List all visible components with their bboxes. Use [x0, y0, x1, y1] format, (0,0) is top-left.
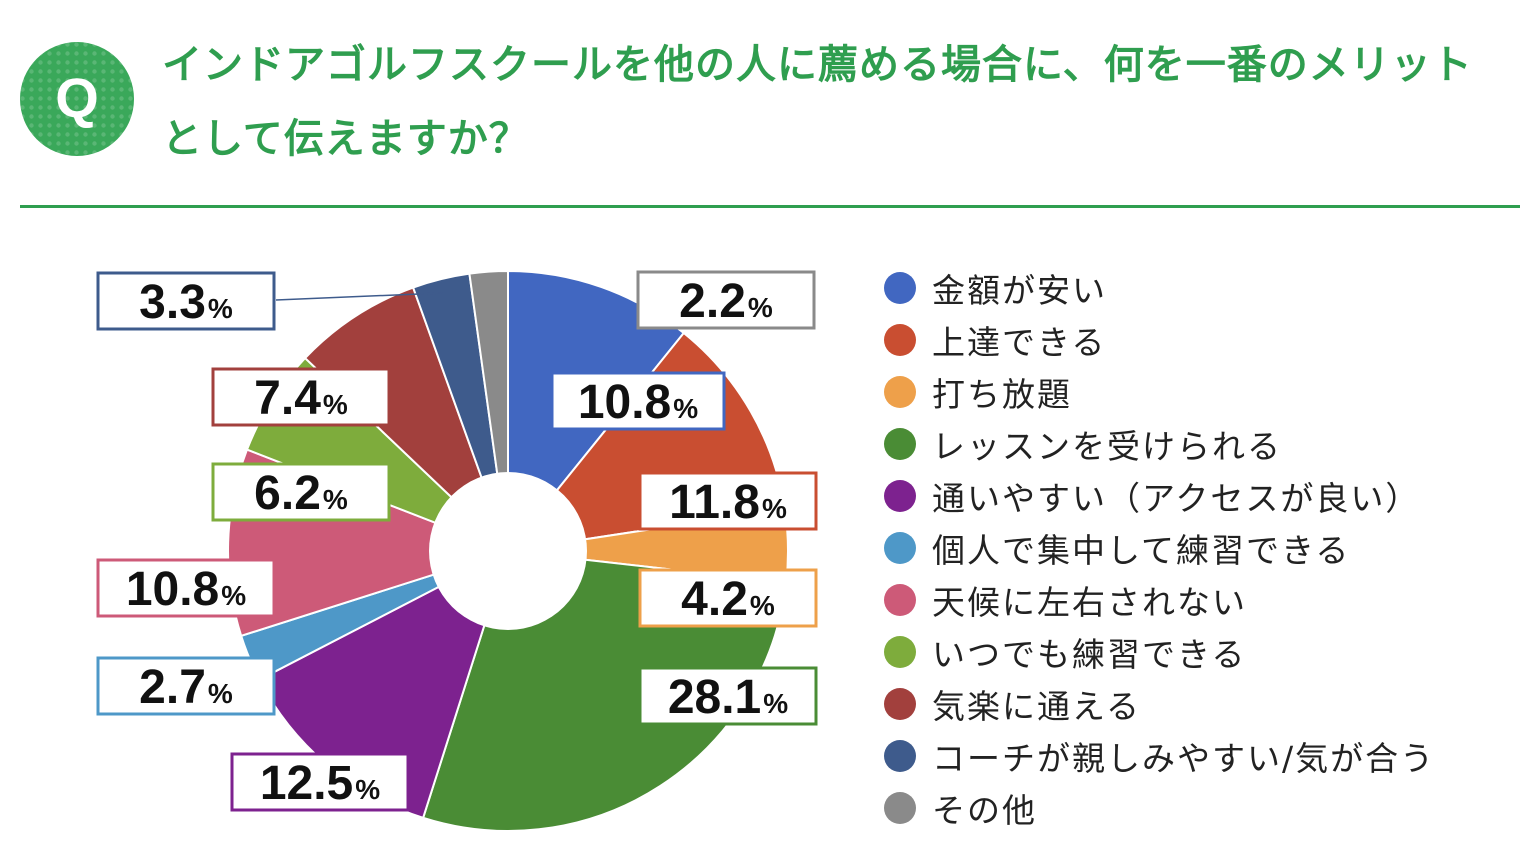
data-label-box-9 — [211, 367, 391, 427]
question-title: インドアゴルフスクールを他の人に薦める場合に、何を一番のメリット として伝えます… — [162, 28, 1522, 176]
legend-swatch-10 — [884, 740, 916, 772]
legend-item-8: いつでも練習できる — [884, 626, 1435, 678]
data-label-box-1 — [550, 371, 726, 431]
legend-item-1: 金額が安い — [884, 262, 1435, 314]
data-label-box-7 — [96, 558, 276, 618]
data-label-11: 2.2% — [679, 275, 773, 328]
legend-label-11: その他 — [932, 791, 1037, 830]
data-label-box-5 — [230, 752, 410, 812]
data-label-7: 10.8% — [126, 563, 246, 616]
legend-item-3: 打ち放題 — [884, 366, 1435, 418]
data-label-box-8 — [211, 462, 391, 522]
legend-label-3: 打ち放題 — [932, 375, 1072, 414]
data-label-box-3 — [638, 568, 818, 628]
data-label-1: 10.8% — [578, 376, 698, 429]
data-label-box-4 — [638, 666, 818, 726]
question-title-line-1: インドアゴルフスクールを他の人に薦める場合に、何を一番のメリット — [162, 42, 1473, 88]
legend-label-9: 気楽に通える — [932, 687, 1142, 726]
legend-item-11: その他 — [884, 782, 1435, 834]
legend-label-4: レッスンを受けられる — [932, 427, 1282, 466]
data-label-3: 4.2% — [681, 573, 775, 626]
legend-swatch-11 — [884, 792, 916, 824]
data-label-box-10 — [96, 271, 276, 331]
legend-label-2: 上達できる — [932, 323, 1107, 362]
legend-swatch-9 — [884, 688, 916, 720]
data-label-10: 3.3% — [139, 276, 233, 329]
legend-swatch-1 — [884, 272, 916, 304]
legend-item-10: コーチが親しみやすい/気が合う — [884, 730, 1435, 782]
data-label-8: 6.2% — [254, 467, 348, 520]
legend-swatch-4 — [884, 428, 916, 460]
legend-item-2: 上達できる — [884, 314, 1435, 366]
data-label-9: 7.4% — [254, 372, 348, 425]
legend-label-8: いつでも練習できる — [932, 635, 1247, 674]
legend-swatch-2 — [884, 324, 916, 356]
question-badge-letter: Q — [55, 66, 99, 129]
legend-swatch-7 — [884, 584, 916, 616]
legend-item-4: レッスンを受けられる — [884, 418, 1435, 470]
data-label-4: 28.1% — [668, 671, 788, 724]
leader-line-coach — [275, 292, 443, 301]
legend-swatch-5 — [884, 480, 916, 512]
data-label-5: 12.5% — [260, 757, 380, 810]
data-label-6: 2.7% — [139, 661, 233, 714]
pie-slice-9 — [303, 286, 509, 552]
data-label-box-6 — [96, 656, 276, 716]
legend-label-5: 通いやすい（アクセスが良い） — [932, 479, 1421, 518]
chart-legend: 金額が安い上達できる打ち放題レッスンを受けられる通いやすい（アクセスが良い） 個人… — [884, 262, 1435, 834]
legend-label-7: 天候に左右されない — [932, 583, 1247, 622]
legend-swatch-3 — [884, 376, 916, 408]
question-badge: Q — [20, 42, 134, 156]
legend-label-1: 金額が安い — [932, 271, 1107, 310]
legend-label-6: 個人で集中して練習できる — [932, 531, 1351, 570]
legend-label-10: コーチが親しみやすい/気が合う — [932, 739, 1436, 778]
question-title-line-2: として伝えますか？ — [162, 116, 530, 162]
legend-swatch-6 — [884, 532, 916, 564]
legend-item-5: 通いやすい（アクセスが良い） — [884, 470, 1435, 522]
legend-swatch-8 — [884, 636, 916, 668]
legend-item-6: 個人で集中して練習できる — [884, 522, 1435, 574]
data-label-box-11 — [636, 270, 816, 330]
data-label-box-2 — [638, 471, 818, 531]
data-label-2: 11.8% — [669, 476, 787, 529]
legend-item-7: 天候に左右されない — [884, 574, 1435, 626]
donut-hole — [429, 472, 587, 630]
legend-item-9: 気楽に通える — [884, 678, 1435, 730]
title-divider — [20, 205, 1520, 208]
